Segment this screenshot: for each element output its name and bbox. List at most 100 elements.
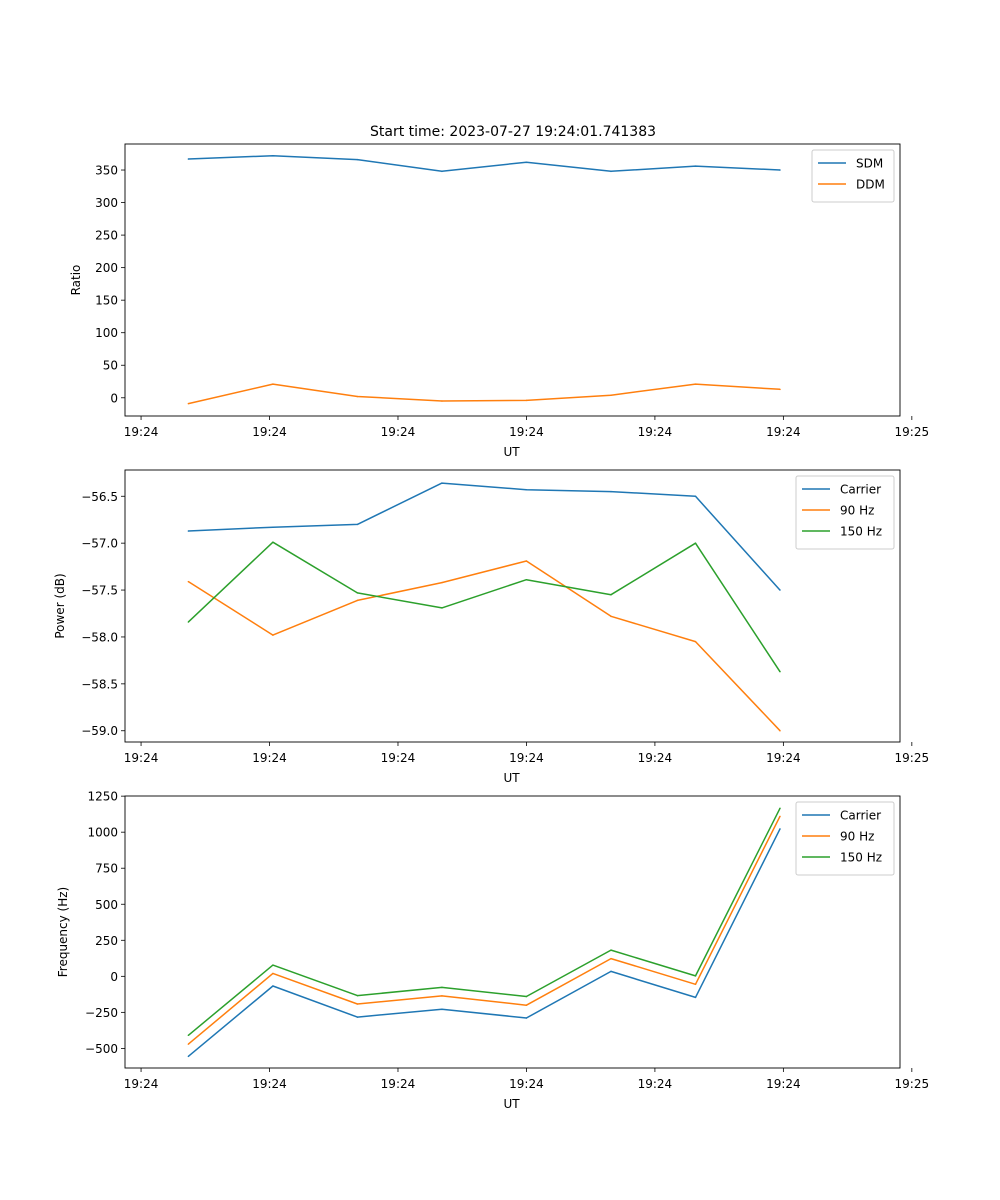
y-tick-label: 50 [103, 359, 118, 373]
x-tick-label: 19:24 [381, 1077, 416, 1091]
data-point [356, 395, 359, 398]
x-tick-label: 19:24 [252, 425, 287, 439]
x-tick-label: 19:24 [381, 751, 416, 765]
y-tick-label: 250 [95, 229, 118, 243]
series-line-150-hz [187, 807, 781, 1036]
y-tick-label: 200 [95, 261, 118, 275]
data-point [610, 170, 612, 173]
y-tick-label: −56.5 [81, 490, 118, 504]
data-point [694, 975, 697, 977]
frequency-axes-frame [124, 795, 901, 1069]
frequency-plot: 19:24 19:24 19:24 19:24 19:24 19:24 19:25 −500 −… [56, 790, 929, 1111]
data-point [187, 1034, 190, 1037]
power-plot: 19:24 19:24 19:24 19:24 19:24 19:24 19:25 −59.0… [53, 469, 929, 785]
series-line-sdm [188, 154, 781, 173]
y-tick-label: 300 [95, 196, 118, 210]
data-point [356, 158, 359, 161]
frequency-y-axis-label: Frequency (Hz) [56, 887, 70, 978]
series-line-150-hz [187, 541, 781, 673]
data-point [272, 383, 274, 385]
data-point [272, 526, 274, 528]
legend-label: SDM [856, 157, 883, 171]
x-tick-label: 19:24 [252, 751, 287, 765]
data-point [694, 383, 697, 385]
data-point [610, 490, 612, 493]
series-line-90-hz [187, 815, 781, 1045]
data-point [779, 388, 781, 391]
x-tick-label: 19:24 [638, 425, 673, 439]
power-y-axis-label: Power (dB) [53, 573, 67, 638]
x-tick-label: 19:24 [124, 425, 159, 439]
data-point [610, 615, 612, 618]
data-point [525, 488, 528, 491]
data-point [525, 1017, 528, 1019]
data-point [610, 394, 612, 396]
data-point [272, 541, 274, 543]
data-point [694, 165, 697, 167]
data-point [694, 495, 697, 498]
x-tick-label: 19:24 [252, 1077, 287, 1091]
legend-label: 90 Hz [840, 504, 874, 518]
data-point [441, 986, 443, 989]
data-point [779, 807, 781, 810]
data-point [356, 1003, 359, 1005]
data-point [694, 640, 697, 643]
data-point [441, 482, 443, 484]
x-tick-label: 19:24 [124, 751, 159, 765]
data-point [187, 158, 190, 160]
data-point [441, 581, 443, 584]
power-legend: Carrier 90 Hz 150 Hz [795, 475, 895, 550]
data-point [356, 592, 359, 594]
y-tick-label: 1000 [87, 826, 118, 840]
data-point [187, 1055, 190, 1058]
x-tick-label: 19:24 [509, 751, 544, 765]
x-tick-label: 19:25 [895, 425, 930, 439]
series-line-carrier [188, 482, 781, 591]
data-point [356, 1016, 359, 1018]
data-point [441, 170, 443, 173]
data-point [441, 607, 443, 609]
x-tick-label: 19:24 [381, 425, 416, 439]
frequency-legend: Carrier 90 Hz 150 Hz [795, 801, 895, 876]
ratio-axes-frame [124, 143, 901, 417]
y-tick-label: −57.0 [81, 537, 118, 551]
data-point [356, 523, 359, 526]
x-tick-label: 19:24 [766, 425, 801, 439]
data-point [272, 154, 274, 157]
data-point [441, 1008, 443, 1010]
series-line-90-hz [187, 560, 781, 732]
data-point [272, 972, 274, 975]
data-point [525, 1004, 528, 1006]
ratio-legend: SDM DDM [811, 149, 895, 203]
data-point [610, 593, 612, 596]
data-point [779, 729, 781, 732]
y-tick-label: 500 [95, 898, 118, 912]
data-point [525, 578, 528, 581]
data-point [272, 985, 274, 987]
y-tick-label: 750 [95, 862, 118, 876]
legend-label: 150 Hz [840, 525, 882, 539]
y-tick-label: 0 [110, 970, 118, 984]
x-tick-label: 19:24 [638, 1077, 673, 1091]
x-tick-label: 19:24 [766, 1077, 801, 1091]
series-line-carrier [187, 828, 781, 1057]
data-point [779, 815, 781, 818]
x-tick-label: 19:24 [638, 751, 673, 765]
data-point [441, 995, 443, 997]
data-point [525, 995, 528, 998]
data-point [694, 983, 697, 986]
x-tick-label: 19:24 [124, 1077, 159, 1091]
x-tick-label: 19:24 [509, 425, 544, 439]
x-tick-label: 19:24 [766, 751, 801, 765]
data-point [779, 169, 781, 171]
power-x-axis-label: UT [503, 771, 520, 785]
y-tick-label: −58.5 [81, 677, 118, 691]
power-axes-frame [124, 469, 901, 743]
data-point [187, 530, 190, 532]
y-tick-label: −500 [85, 1042, 118, 1056]
series-line-ddm [188, 383, 781, 405]
data-point [694, 542, 697, 544]
x-tick-label: 19:25 [895, 1077, 930, 1091]
data-point [694, 996, 697, 999]
